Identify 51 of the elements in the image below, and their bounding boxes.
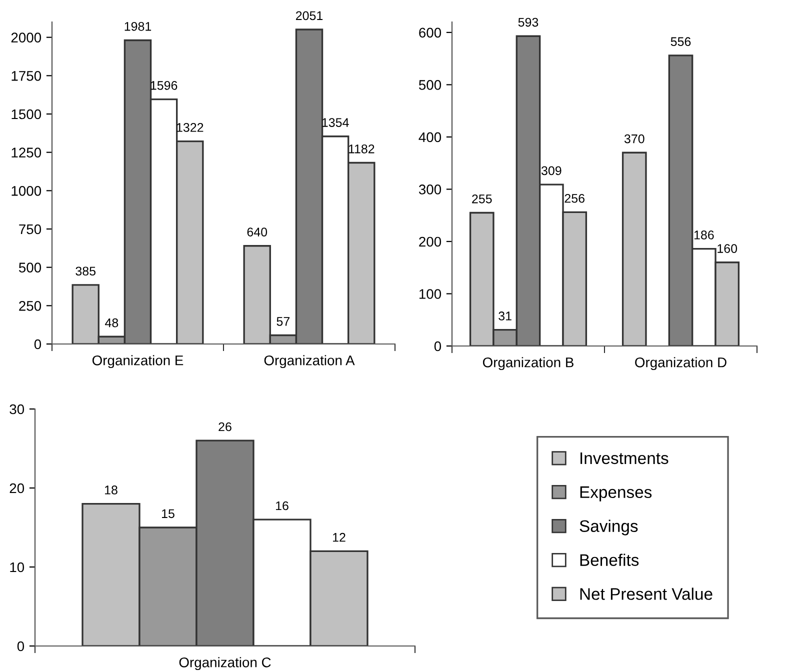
data-label: 556 bbox=[670, 37, 691, 46]
data-label: 255 bbox=[472, 194, 492, 204]
y-tick-label: 400 bbox=[418, 132, 442, 142]
y-tick-label: 500 bbox=[18, 262, 42, 273]
x-tick-label: Organization D bbox=[635, 357, 726, 370]
data-label: 15 bbox=[162, 509, 174, 518]
y-tick-label: 1750 bbox=[12, 71, 42, 81]
data-label: 160 bbox=[718, 244, 738, 253]
y-tick-label: 1250 bbox=[12, 148, 42, 158]
data-label: 57 bbox=[276, 317, 290, 326]
data-label: 2051 bbox=[296, 11, 323, 20]
y-tick-label: 0 bbox=[434, 341, 442, 352]
data-label: 18 bbox=[105, 486, 118, 494]
y-tick-label: 0 bbox=[34, 339, 42, 350]
y-tick-label: 500 bbox=[418, 80, 442, 90]
legend-label: Net Present Value bbox=[580, 588, 712, 600]
data-label: 12 bbox=[333, 532, 346, 542]
y-tick-label: 20 bbox=[10, 483, 24, 494]
data-label: 1981 bbox=[124, 22, 152, 31]
data-label: 31 bbox=[498, 312, 512, 320]
legend-label: Benefits bbox=[580, 554, 639, 566]
y-tick-label: 300 bbox=[418, 184, 442, 194]
data-label: 370 bbox=[624, 134, 644, 144]
bar bbox=[622, 152, 647, 346]
legend-label: Expenses bbox=[580, 486, 652, 502]
x-tick-label: Organization E bbox=[92, 355, 184, 368]
data-label: 256 bbox=[564, 194, 584, 203]
legend-label: Savings bbox=[580, 520, 638, 536]
data-label: 16 bbox=[276, 501, 288, 510]
data-label: 186 bbox=[694, 230, 714, 240]
x-tick-label: Organization C bbox=[179, 657, 271, 670]
x-tick-label: Organization B bbox=[482, 357, 574, 370]
data-label: 640 bbox=[247, 228, 268, 236]
y-tick-label: 1500 bbox=[12, 109, 42, 120]
y-tick-label: 100 bbox=[419, 289, 442, 299]
y-tick-label: 750 bbox=[19, 224, 42, 234]
x-tick-label: Organization A bbox=[264, 355, 355, 368]
y-tick-label: 1000 bbox=[12, 186, 42, 196]
y-tick-label: 30 bbox=[10, 404, 24, 414]
y-tick-label: 0 bbox=[17, 641, 24, 652]
data-label: 26 bbox=[218, 422, 232, 432]
data-label: 385 bbox=[76, 266, 96, 276]
y-tick-label: 2000 bbox=[11, 32, 42, 43]
data-label: 309 bbox=[541, 166, 562, 176]
data-label: 593 bbox=[518, 18, 538, 27]
y-tick-label: 600 bbox=[419, 28, 442, 38]
y-tick-label: 10 bbox=[10, 562, 24, 572]
y-tick-label: 250 bbox=[19, 301, 42, 311]
data-label: 48 bbox=[105, 318, 118, 328]
y-tick-label: 200 bbox=[419, 236, 442, 247]
legend-label: Investments bbox=[580, 452, 668, 464]
